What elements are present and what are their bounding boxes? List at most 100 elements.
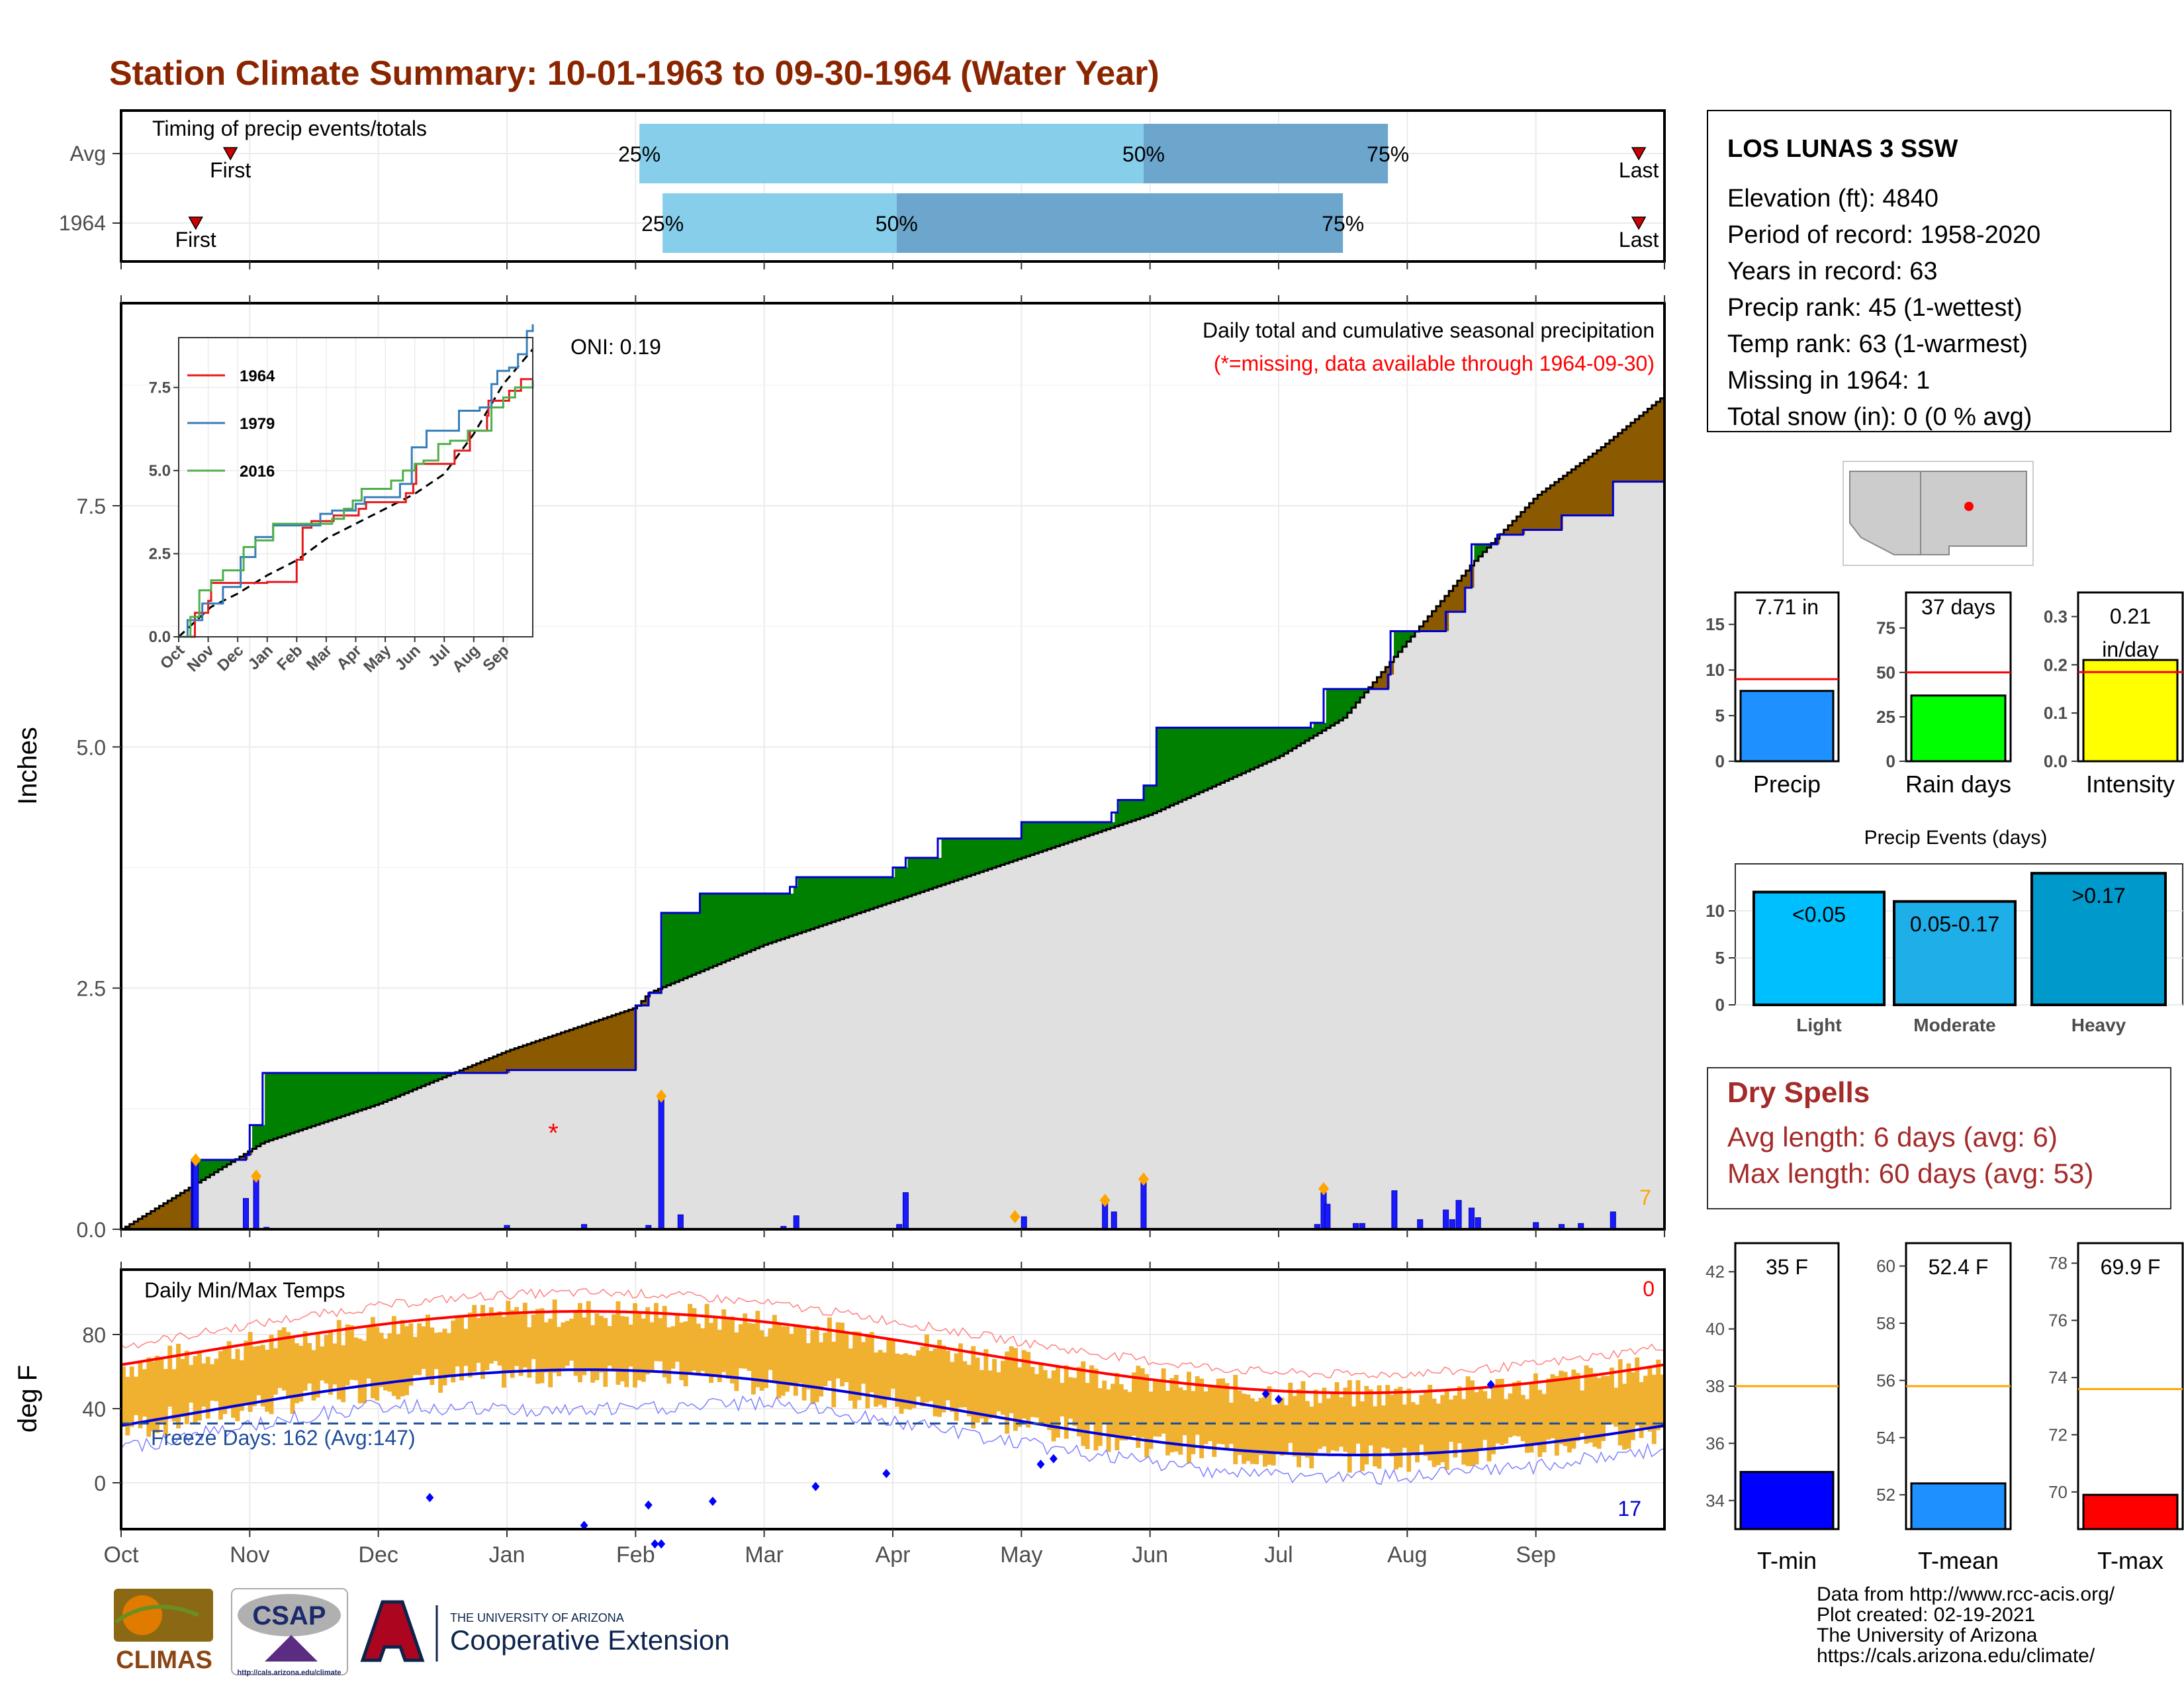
surplus-fill xyxy=(780,893,786,939)
record-high-count: 0 xyxy=(1643,1277,1655,1301)
cumulative-base-fill xyxy=(328,1120,334,1229)
daily-temp-range-bar xyxy=(962,1361,968,1407)
timing-panel: 25% 50% 75% First Last Avg 25% 50% 75% First Last 1… xyxy=(59,109,1666,269)
surplus-fill xyxy=(1279,727,1285,756)
cumulative-base-fill xyxy=(463,1072,469,1229)
cumulative-base-fill xyxy=(649,992,655,1229)
cumulative-base-fill xyxy=(400,1094,405,1229)
record-low-diamond xyxy=(580,1521,588,1530)
cumulative-base-fill xyxy=(776,940,782,1229)
cumulative-base-fill xyxy=(1051,847,1056,1229)
month-tick-label: May xyxy=(1000,1542,1042,1568)
surplus-fill xyxy=(1402,631,1407,647)
surplus-fill xyxy=(1042,822,1048,851)
surplus-fill xyxy=(1359,688,1365,698)
precip-y-tick: 0.0 xyxy=(77,1218,106,1242)
temperature-summary-bars: 35 F 34 36 38 40 42 T-min 52.4 F 52 54 56 58 60 T-mea… xyxy=(1706,1242,2184,1574)
summary-bar-label: Rain days xyxy=(1905,771,2011,798)
cumulative-base-fill xyxy=(814,927,819,1229)
cumulative-base-fill xyxy=(1178,802,1183,1229)
deficit-fill xyxy=(1630,422,1635,482)
cumulative-base-fill xyxy=(1541,530,1547,1229)
surplus-fill xyxy=(1131,800,1136,821)
station-detail: Period of record: 1958-2020 xyxy=(1727,221,2040,249)
daily-temp-range-bar xyxy=(776,1323,782,1399)
cumulative-base-fill xyxy=(222,1166,228,1229)
timing-bar-25-50 xyxy=(662,193,897,253)
cumulative-base-fill xyxy=(379,1103,384,1229)
cumulative-base-fill xyxy=(1064,843,1069,1229)
daily-temp-range-bar xyxy=(1541,1393,1547,1452)
cumulative-base-fill xyxy=(983,870,989,1229)
daily-temp-range-bar xyxy=(1453,1395,1458,1458)
surplus-fill xyxy=(252,1125,257,1149)
cumulative-base-fill xyxy=(1191,796,1196,1229)
cumulative-base-fill xyxy=(370,1106,375,1229)
cumulative-base-fill xyxy=(1508,534,1513,1229)
daily-temp-range-bar xyxy=(260,1344,265,1407)
daily-temp-range-bar xyxy=(1389,1395,1394,1457)
deficit-fill xyxy=(1609,440,1614,516)
daily-temp-range-bar xyxy=(852,1331,858,1409)
daily-temp-range-bar xyxy=(531,1315,536,1360)
daily-temp-range-bar xyxy=(430,1327,435,1385)
daily-temp-range-bar xyxy=(945,1350,950,1401)
csap-logo-mountain-icon xyxy=(265,1635,318,1662)
deficit-fill xyxy=(612,1015,617,1070)
surplus-fill xyxy=(861,877,866,912)
surplus-fill xyxy=(662,913,667,988)
daily-temp-range-bar xyxy=(1588,1368,1593,1443)
cumulative-base-fill xyxy=(332,1119,338,1229)
daily-temp-range-bar xyxy=(476,1317,481,1363)
heavy-event-diamond xyxy=(190,1153,201,1167)
deficit-fill xyxy=(159,1205,164,1229)
cumulative-base-fill xyxy=(865,910,870,1229)
daily-temp-range-bar xyxy=(1300,1381,1306,1456)
cumulative-base-fill xyxy=(1140,818,1145,1229)
cumulative-base-fill xyxy=(1157,811,1162,1229)
cumulative-base-fill xyxy=(603,1070,608,1229)
inset-y-tick: 2.5 xyxy=(149,545,171,563)
daily-temp-range-bar xyxy=(1351,1406,1357,1454)
cumulative-base-fill xyxy=(320,1123,325,1229)
cumulative-base-fill xyxy=(484,1072,490,1229)
deficit-fill xyxy=(155,1208,160,1229)
cumulative-base-fill xyxy=(869,909,874,1229)
surplus-fill xyxy=(1288,727,1293,751)
surplus-fill xyxy=(700,893,705,972)
daily-temp-range-bar xyxy=(612,1314,617,1372)
cumulative-base-fill xyxy=(459,1072,465,1229)
cumulative-base-fill xyxy=(1334,723,1340,1229)
daily-precip-bar xyxy=(658,1096,664,1230)
daily-temp-range-bar xyxy=(1432,1398,1437,1468)
daily-temp-range-bar xyxy=(933,1348,938,1417)
dry-spells-title: Dry Spells xyxy=(1727,1076,1870,1109)
daily-temp-range-bar xyxy=(1064,1365,1069,1439)
deficit-fill xyxy=(1546,488,1551,530)
daily-temp-range-bar xyxy=(1140,1368,1145,1438)
surplus-fill xyxy=(442,1072,447,1078)
daily-temp-range-bar xyxy=(670,1326,676,1369)
daily-temp-range-bar xyxy=(874,1352,879,1407)
daily-temp-range-bar xyxy=(1406,1388,1412,1472)
daily-temp-range-bar xyxy=(273,1348,278,1395)
cumulative-base-fill xyxy=(835,920,841,1229)
daily-temp-range-bar xyxy=(332,1343,338,1385)
cumulative-base-fill xyxy=(1279,755,1285,1229)
daily-temp-range-bar xyxy=(455,1317,460,1367)
daily-temp-range-bar xyxy=(518,1314,523,1376)
surplus-fill xyxy=(755,893,760,949)
record-low-diamond xyxy=(1049,1454,1058,1464)
station-detail: Precip rank: 45 (1-wettest) xyxy=(1727,294,2023,322)
daily-temp-range-bar xyxy=(159,1358,164,1423)
daily-temp-range-bar xyxy=(975,1357,980,1423)
cumulative-base-fill xyxy=(780,939,786,1229)
cumulative-base-fill xyxy=(1495,544,1500,1229)
cumulative-base-fill xyxy=(345,1115,350,1229)
surplus-fill xyxy=(366,1072,371,1108)
cumulative-base-fill xyxy=(1127,821,1132,1229)
deficit-fill xyxy=(1635,419,1640,482)
surplus-fill xyxy=(320,1072,325,1124)
daily-temp-range-bar xyxy=(180,1358,185,1417)
surplus-fill xyxy=(831,877,837,922)
